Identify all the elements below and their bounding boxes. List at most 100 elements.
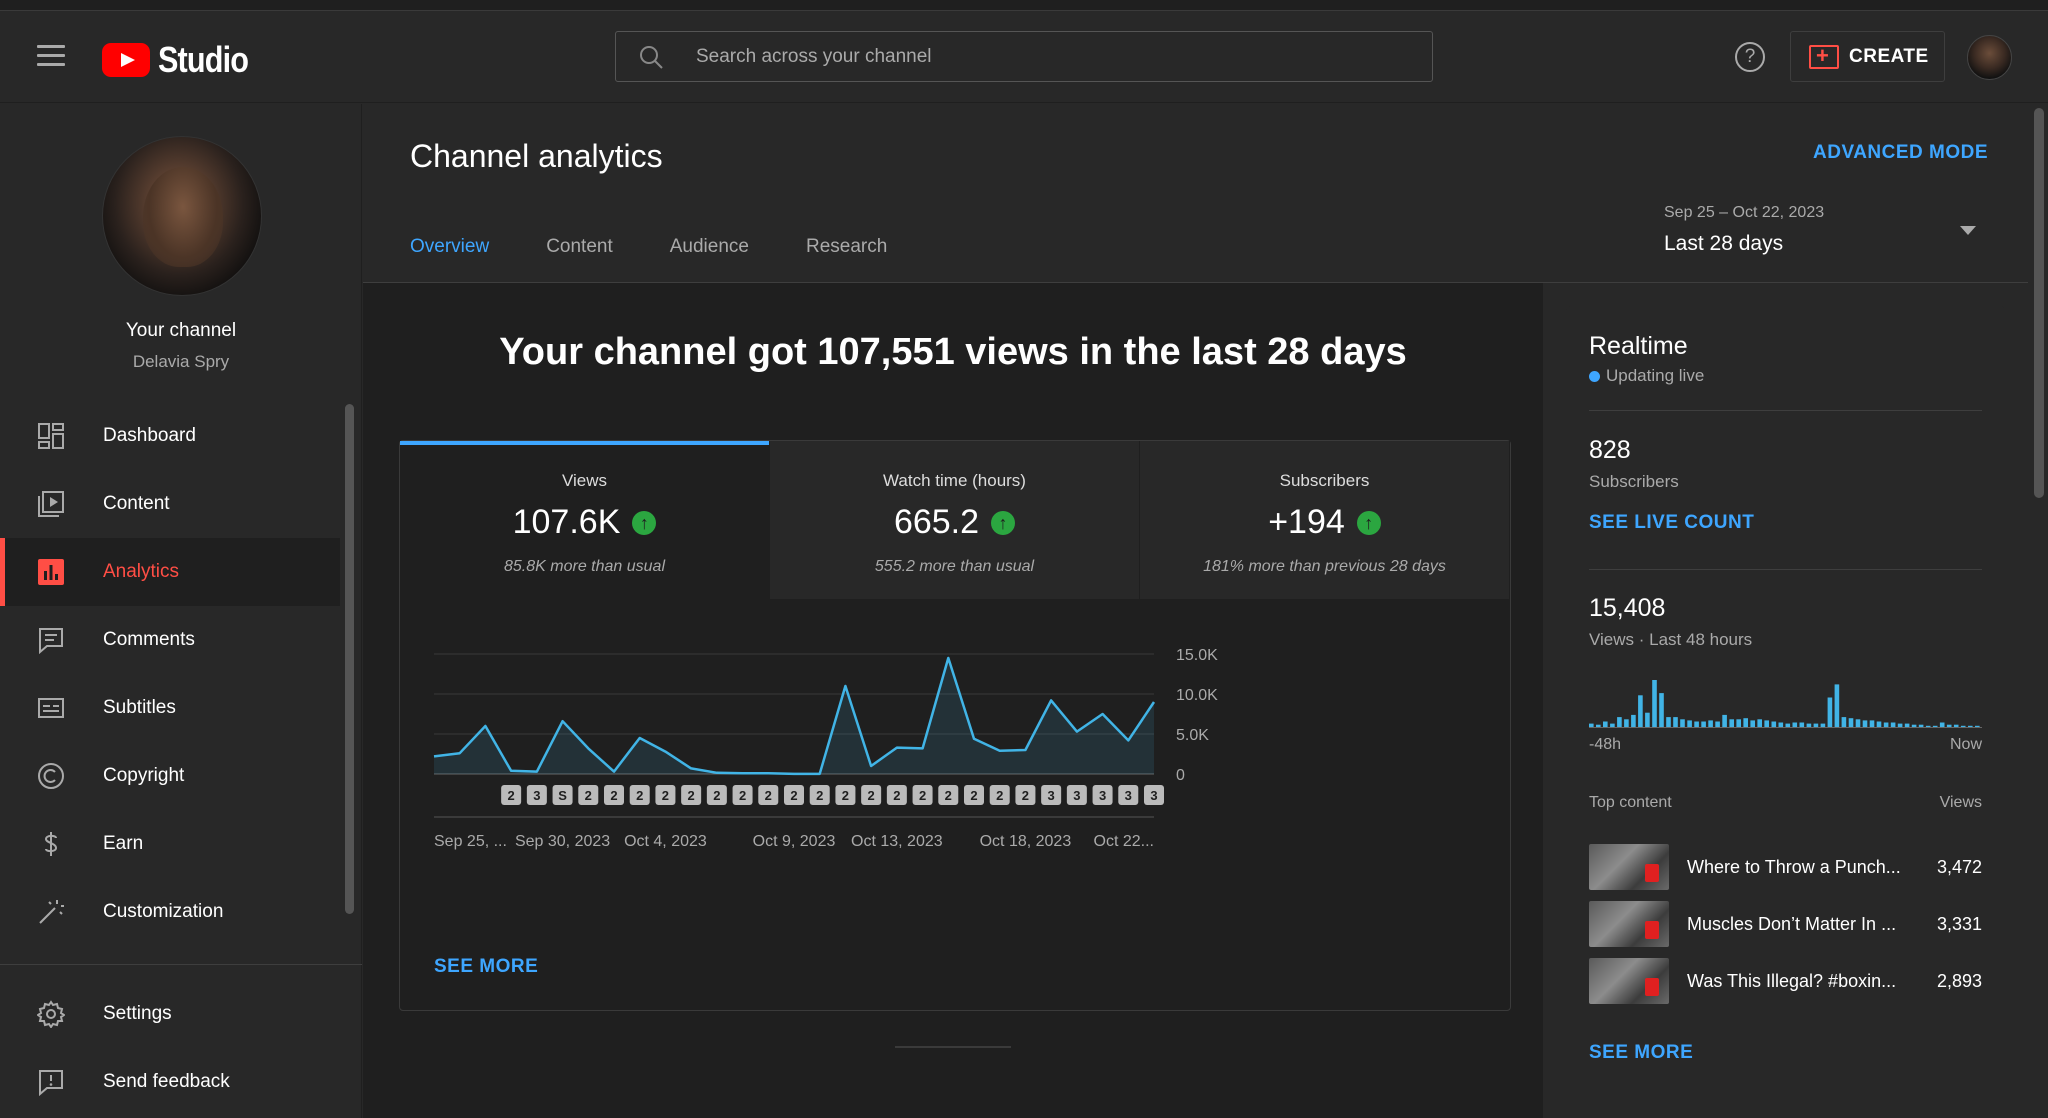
advanced-mode-button[interactable]: ADVANCED MODE — [1813, 142, 1989, 163]
sidebar-scrollbar[interactable] — [345, 404, 354, 914]
search-input[interactable] — [696, 32, 1396, 81]
video-marker — [629, 785, 650, 805]
see-more-button[interactable]: SEE MORE — [434, 956, 539, 977]
sidebar-item-label: Copyright — [103, 765, 185, 786]
top-content-row[interactable]: Where to Throw a Punch... 3,472 — [1589, 844, 1982, 890]
video-marker-label: 2 — [996, 788, 1003, 803]
menu-icon[interactable] — [37, 45, 65, 67]
sidebar-item-copyright[interactable]: Copyright — [0, 742, 340, 810]
video-marker — [604, 785, 624, 805]
sidebar-bottom-nav: Settings Send feedback — [0, 980, 340, 1116]
x-tick-label: Oct 18, 2023 — [980, 833, 1072, 850]
see-live-count-button[interactable]: SEE LIVE COUNT — [1589, 512, 1755, 533]
sidebar-item-content[interactable]: Content — [0, 470, 340, 538]
feedback-icon — [39, 1070, 63, 1096]
realtime-bar — [1603, 721, 1608, 728]
tab-content[interactable]: Content — [546, 236, 613, 257]
date-range-picker[interactable]: Sep 25 – Oct 22, 2023 Last 28 days — [1664, 204, 1824, 256]
create-button[interactable]: CREATE — [1790, 31, 1945, 82]
realtime-views-bars[interactable] — [1589, 676, 1982, 728]
metric-tab-views[interactable]: Views 107.6K 85.8K more than usual — [400, 441, 770, 599]
realtime-bar — [1680, 719, 1685, 728]
metric-comparison: 85.8K more than usual — [504, 558, 665, 575]
analytics-icon — [38, 559, 64, 585]
chart-series-line — [433, 656, 1156, 776]
metric-tab-subscribers[interactable]: Subscribers +194 181% more than previous… — [1140, 441, 1510, 599]
realtime-divider — [1589, 410, 1982, 411]
studio-logo[interactable]: Studio — [102, 39, 264, 81]
realtime-divider — [1589, 569, 1982, 570]
tab-overview[interactable]: Overview — [410, 236, 490, 286]
overview-content: Your channel got 107,551 views in the la… — [363, 283, 1543, 1118]
sidebar-item-earn[interactable]: Earn — [0, 810, 340, 878]
sidebar-item-customization[interactable]: Customization — [0, 878, 340, 946]
x-tick-label: Sep 30, 2023 — [515, 833, 610, 850]
channel-name: Delavia Spry — [132, 352, 230, 371]
video-marker — [706, 785, 727, 805]
video-marker — [732, 785, 753, 805]
video-marker-label: 2 — [585, 788, 592, 803]
video-marker-label: 2 — [662, 788, 669, 803]
video-marker — [501, 785, 522, 805]
top-content-views-label: Views — [1939, 794, 1982, 811]
search-box[interactable] — [615, 31, 1433, 82]
sidebar-item-dashboard[interactable]: Dashboard — [0, 402, 340, 470]
realtime-bar — [1946, 724, 1952, 728]
chart-area — [434, 658, 1154, 774]
realtime-bar — [1855, 719, 1861, 728]
metric-tab-watch-time[interactable]: Watch time (hours) 665.2 555.2 more than… — [770, 441, 1140, 599]
video-marker-label: 2 — [945, 788, 952, 803]
search-icon — [640, 46, 663, 69]
sidebar-item-settings[interactable]: Settings — [0, 980, 340, 1048]
sidebar-item-send-feedback[interactable]: Send feedback — [0, 1048, 340, 1116]
realtime-bar — [1841, 717, 1847, 728]
dashboard-icon — [38, 423, 64, 449]
caret-down-icon[interactable] — [1960, 226, 1976, 235]
sidebar-item-comments[interactable]: Comments — [0, 606, 340, 674]
realtime-bar — [1666, 717, 1671, 728]
main-panel: Channel analytics ADVANCED MODE Overview… — [363, 104, 2028, 1118]
top-content-row[interactable]: Was This Illegal? #boxin... 2,893 — [1589, 958, 1982, 1004]
sidebar-item-subtitles[interactable]: Subtitles — [0, 674, 340, 742]
video-views: 2,893 — [1936, 970, 1982, 991]
metric-tabs: Views 107.6K 85.8K more than usual Watch… — [400, 441, 1510, 599]
video-marker — [809, 785, 830, 805]
sidebar-item-label: Customization — [103, 901, 224, 922]
views-chart[interactable]: 15.0K 10.0K 5.0K 0 2 3 S 2 2 2 2 2 2 2 2 2 2 2 2 2 2 2 2 2 2 3 3 3 3… — [400, 631, 1510, 931]
realtime-axis-start: -48h — [1589, 736, 1622, 753]
realtime-bar — [1806, 723, 1812, 728]
video-marker — [681, 785, 702, 805]
realtime-views-value: 15,408 — [1589, 594, 1666, 622]
video-views: 3,472 — [1936, 856, 1982, 877]
video-marker — [758, 785, 779, 805]
realtime-axis-end: Now — [1949, 736, 1982, 753]
video-marker — [655, 785, 676, 805]
tab-audience[interactable]: Audience — [669, 236, 749, 257]
realtime-bar — [1764, 720, 1769, 728]
sidebar-item-analytics[interactable]: Analytics — [0, 538, 340, 606]
top-content-row[interactable]: Muscles Don’t Matter In ... 3,331 — [1589, 901, 1982, 947]
realtime-bar — [1918, 724, 1924, 728]
metric-comparison: 555.2 more than usual — [874, 558, 1035, 575]
realtime-bar — [1834, 684, 1840, 728]
realtime-bar — [1932, 725, 1938, 728]
help-icon[interactable]: ? — [1735, 42, 1765, 72]
page-scrollbar-thumb[interactable] — [2034, 108, 2044, 498]
realtime-subscribers-label: Subscribers — [1589, 472, 1679, 491]
metric-label: Views — [561, 471, 608, 490]
tab-research[interactable]: Research — [805, 236, 888, 257]
sidebar-item-label: Subtitles — [103, 697, 176, 718]
realtime-bar — [1708, 720, 1713, 728]
page-scrollbar[interactable] — [2030, 104, 2048, 1118]
x-tick-label: Oct 22... — [1094, 833, 1154, 850]
video-marker-label: 3 — [1150, 788, 1157, 803]
realtime-bar — [1659, 693, 1664, 728]
realtime-bar — [1869, 720, 1875, 728]
realtime-views-label: Views · Last 48 hours — [1589, 630, 1753, 649]
y-tick-label: 5.0K — [1176, 727, 1209, 744]
video-marker — [1118, 785, 1139, 805]
realtime-bar — [1848, 718, 1854, 728]
account-avatar[interactable] — [1967, 35, 2012, 80]
channel-avatar[interactable] — [102, 136, 262, 296]
realtime-see-more-button[interactable]: SEE MORE — [1589, 1042, 1694, 1063]
